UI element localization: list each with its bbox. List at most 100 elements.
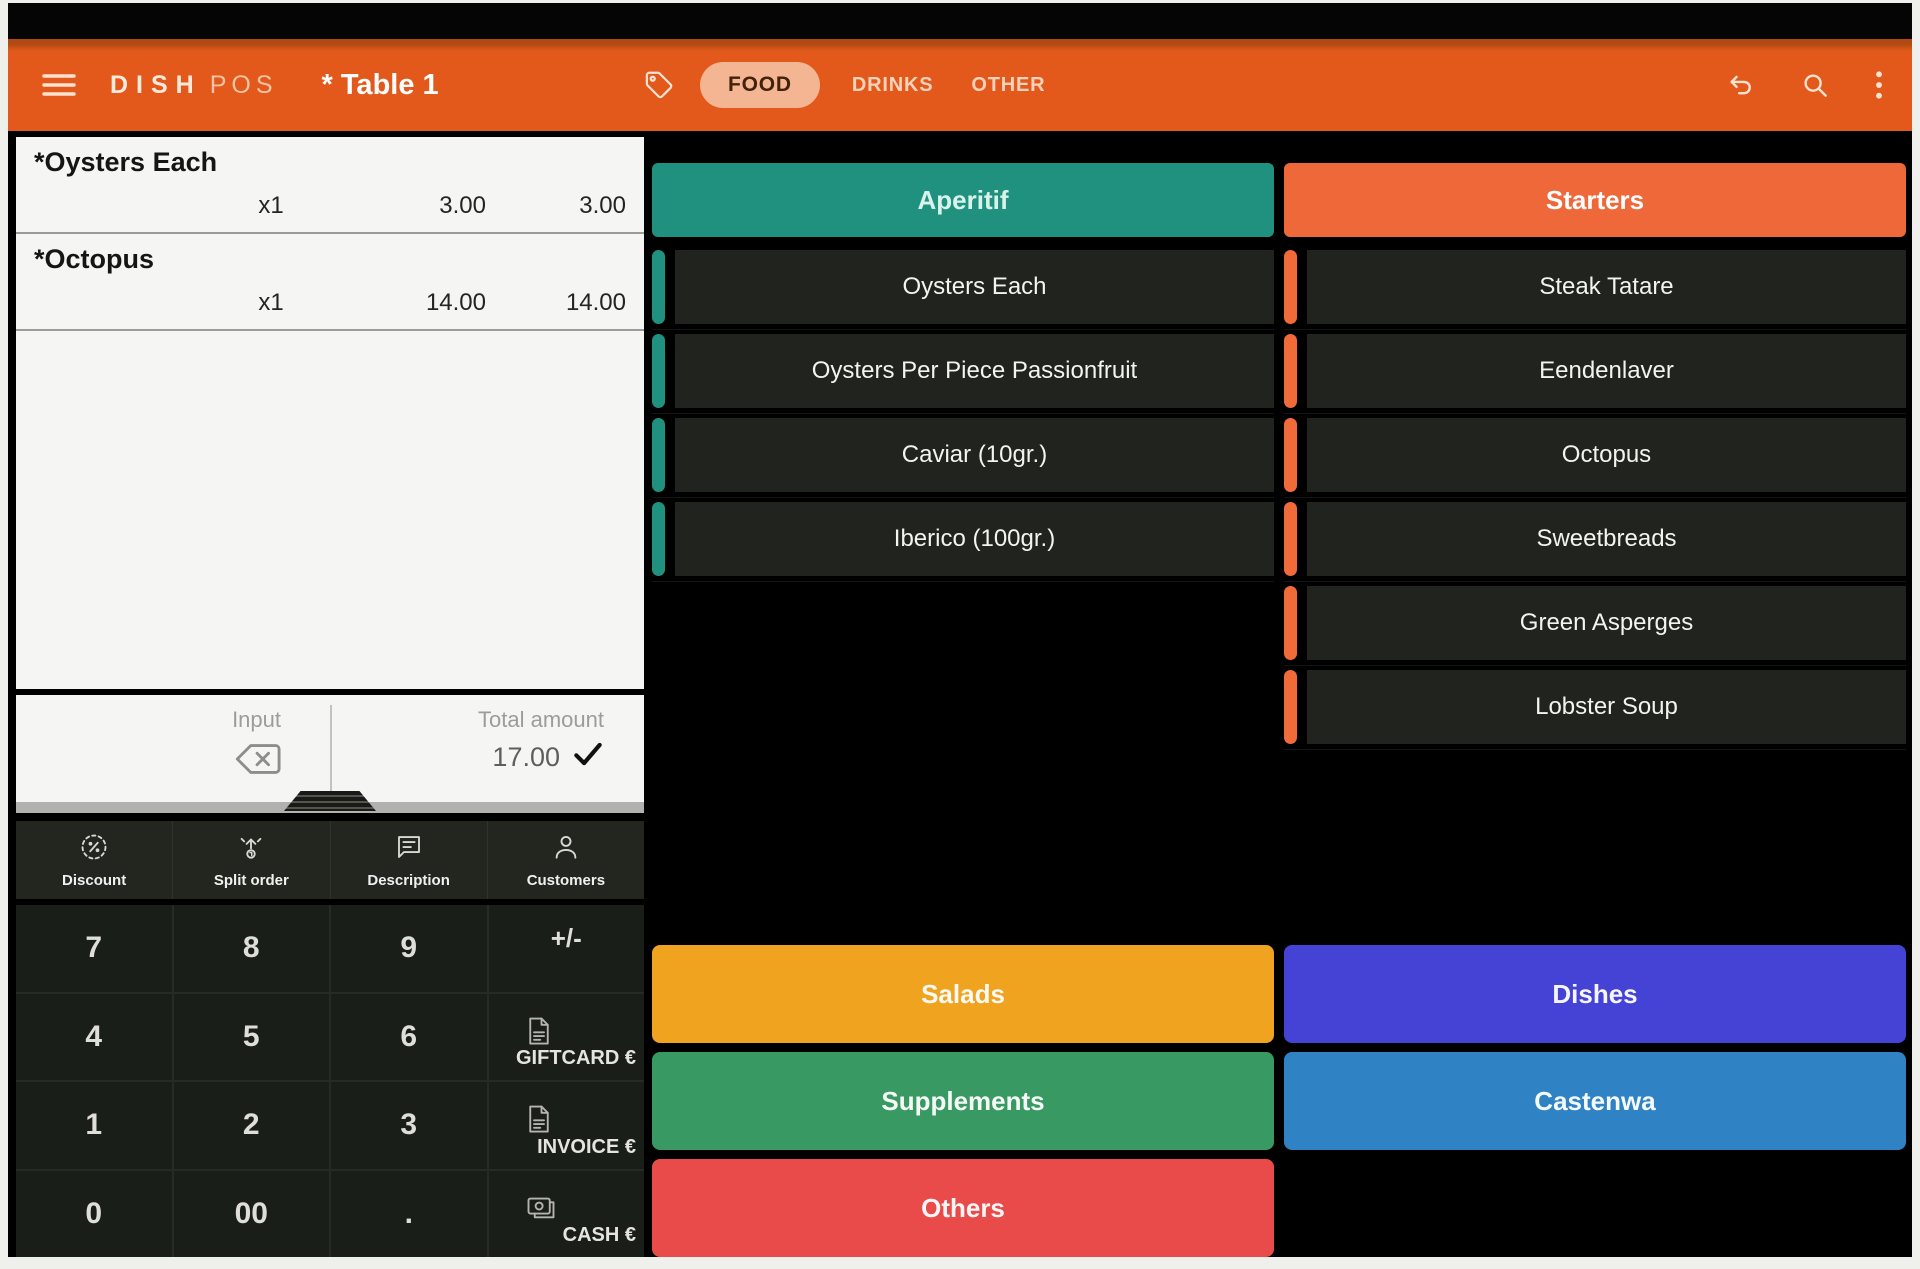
action-label: Discount [62, 871, 127, 889]
menu-item-row: Oysters Per Piece Passionfruit [652, 330, 1274, 414]
description-icon [394, 832, 424, 867]
category-button-salads[interactable]: Salads [652, 945, 1274, 1043]
order-item-qty: x1 [258, 192, 284, 219]
category-button-castenwa[interactable]: Castenwa [1284, 1052, 1906, 1150]
menu-item-row: Sweetbreads [1284, 498, 1906, 582]
item-accent-bar [1284, 250, 1297, 324]
order-item-price: 14.00 [425, 289, 486, 316]
giftcard-button[interactable]: GIFTCARD € [488, 993, 644, 1080]
search-icon[interactable] [1800, 70, 1830, 100]
menu-item-row: Steak Tatare [1284, 246, 1906, 330]
order-item-name: *Octopus [34, 244, 155, 274]
order-row[interactable]: *Oysters Each x1 3.00 3.00 [16, 137, 644, 234]
numpad-key-2[interactable]: 2 [173, 1082, 329, 1169]
numpad-key-0[interactable]: 0 [16, 1170, 172, 1257]
discount-icon [79, 832, 109, 867]
item-accent-bar [1284, 502, 1297, 576]
order-action-bar: Discount Split order [16, 821, 644, 899]
cash-button[interactable]: CASH € [488, 1170, 644, 1257]
page-title: * Table 1 [321, 68, 439, 101]
category-header-aperitif[interactable]: Aperitif [652, 163, 1274, 237]
kebab-menu-icon[interactable] [1872, 69, 1886, 101]
backspace-icon[interactable] [235, 744, 281, 779]
menu-item-row: Green Asperges [1284, 582, 1906, 666]
category-button-dishes[interactable]: Dishes [1284, 945, 1906, 1043]
category-tab-bar: FOOD DRINKS OTHER [644, 39, 1051, 131]
pay-key-label: INVOICE € [537, 1135, 636, 1158]
drag-handle[interactable] [284, 791, 376, 811]
numpad-key-1[interactable]: 1 [16, 1082, 172, 1169]
total-amount-label: Total amount [478, 707, 604, 732]
app-bar: DISH POS * Table 1 FOOD DRINKS OTHER [8, 39, 1912, 131]
numpad-key-00[interactable]: 00 [173, 1170, 329, 1257]
undo-icon[interactable] [1724, 70, 1758, 100]
category-button-others[interactable]: Others [652, 1159, 1274, 1257]
discount-button[interactable]: Discount [16, 821, 172, 899]
pay-key-label: CASH € [562, 1224, 636, 1246]
app-bar-actions [1724, 69, 1886, 101]
total-amount-value: 17.00 [492, 742, 560, 772]
menu-item-row: Oysters Each [652, 246, 1274, 330]
customers-button[interactable]: Customers [486, 821, 644, 899]
menu-item-green-asperges[interactable]: Green Asperges [1307, 586, 1906, 660]
numpad: 7 8 9 +/- 4 5 6 GIFTCARD € 1 [16, 905, 644, 1257]
menu-item-caviar[interactable]: Caviar (10gr.) [675, 418, 1274, 492]
tag-icon[interactable] [644, 70, 674, 100]
category-shortcuts: Salads Supplements Others [652, 945, 1274, 1257]
description-button[interactable]: Description [329, 821, 487, 899]
menu-item-row: Eendenlaver [1284, 330, 1906, 414]
order-item-price: 3.00 [439, 192, 486, 219]
split-order-button[interactable]: Split order [172, 821, 329, 899]
logo-pos: POS [209, 70, 278, 99]
split-order-icon [236, 832, 266, 867]
item-accent-bar [1284, 586, 1297, 660]
input-section: Input [16, 695, 339, 813]
menu-item-steak-tatare[interactable]: Steak Tatare [1307, 250, 1906, 324]
tab-food[interactable]: FOOD [700, 62, 820, 108]
numpad-key-plusminus[interactable]: +/- [488, 905, 644, 992]
menu-item-row: Octopus [1284, 414, 1906, 498]
category-header-starters[interactable]: Starters [1284, 163, 1906, 237]
numpad-key-5[interactable]: 5 [173, 993, 329, 1080]
logo-dish: DISH [110, 70, 202, 99]
item-accent-bar [1284, 418, 1297, 492]
tab-other[interactable]: OTHER [971, 73, 1046, 96]
main-content: *Oysters Each x1 3.00 3.00 *Octopus x1 1… [8, 131, 1912, 1257]
panel-resize-strip[interactable] [16, 791, 644, 813]
order-row[interactable]: *Octopus x1 14.00 14.00 [16, 234, 644, 331]
menu-item-sweetbreads[interactable]: Sweetbreads [1307, 502, 1906, 576]
numpad-key-6[interactable]: 6 [331, 993, 487, 1080]
numpad-key-4[interactable]: 4 [16, 993, 172, 1080]
menu-column-aperitif: Aperitif Oysters Each Oysters Per Piece … [652, 137, 1274, 1257]
menu-item-oysters-passionfruit[interactable]: Oysters Per Piece Passionfruit [675, 334, 1274, 408]
confirm-check-icon[interactable] [572, 741, 604, 774]
input-total-panel: Input Total amount 17.00 [16, 695, 644, 813]
menu-item-oysters-each[interactable]: Oysters Each [675, 250, 1274, 324]
menu-item-eendenlaver[interactable]: Eendenlaver [1307, 334, 1906, 408]
tab-drinks[interactable]: DRINKS [851, 73, 934, 96]
dish-pos-logo: DISH POS [110, 71, 278, 100]
customers-icon [551, 832, 581, 867]
numpad-key-dot[interactable]: . [331, 1170, 487, 1257]
menu-item-octopus[interactable]: Octopus [1307, 418, 1906, 492]
numpad-key-8[interactable]: 8 [173, 905, 329, 992]
category-button-supplements[interactable]: Supplements [652, 1052, 1274, 1150]
numpad-key-7[interactable]: 7 [16, 905, 172, 992]
menu-item-iberico[interactable]: Iberico (100gr.) [675, 502, 1274, 576]
action-label: Split order [213, 871, 289, 889]
numpad-key-3[interactable]: 3 [331, 1082, 487, 1169]
status-bar [8, 3, 1912, 39]
order-list: *Oysters Each x1 3.00 3.00 *Octopus x1 1… [16, 137, 644, 689]
action-label: Description [367, 871, 450, 889]
pay-key-label: GIFTCARD € [516, 1047, 636, 1069]
menu-item-lobster-soup[interactable]: Lobster Soup [1307, 670, 1906, 744]
item-accent-bar [1284, 670, 1297, 744]
numpad-key-9[interactable]: 9 [331, 905, 487, 992]
hamburger-menu-icon[interactable] [42, 72, 76, 98]
input-label: Input [232, 707, 281, 732]
invoice-button[interactable]: INVOICE € [488, 1082, 644, 1169]
menu-panel: Aperitif Oysters Each Oysters Per Piece … [652, 137, 1906, 1257]
order-item-total: 3.00 [579, 192, 626, 219]
item-accent-bar [652, 502, 665, 576]
